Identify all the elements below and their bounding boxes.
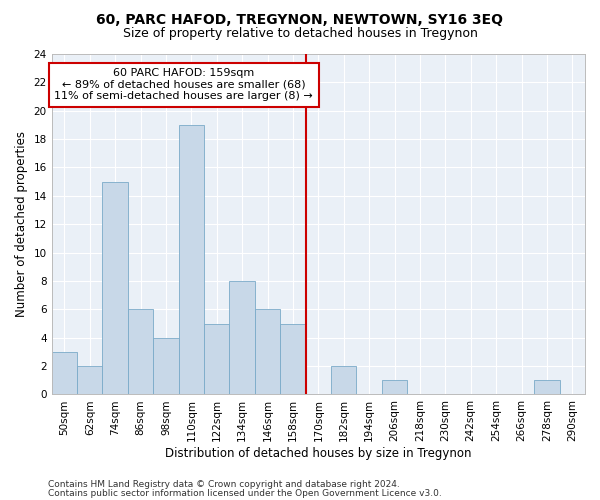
Bar [204, 324, 229, 394]
Bar [153, 338, 179, 394]
Text: Contains HM Land Registry data © Crown copyright and database right 2024.: Contains HM Land Registry data © Crown c… [48, 480, 400, 489]
Bar [280, 324, 305, 394]
Bar [382, 380, 407, 394]
Bar [103, 182, 128, 394]
Bar [77, 366, 103, 394]
Text: 60 PARC HAFOD: 159sqm
← 89% of detached houses are smaller (68)
11% of semi-deta: 60 PARC HAFOD: 159sqm ← 89% of detached … [55, 68, 313, 102]
Text: Contains public sector information licensed under the Open Government Licence v3: Contains public sector information licen… [48, 488, 442, 498]
Bar [179, 125, 204, 394]
Text: Size of property relative to detached houses in Tregynon: Size of property relative to detached ho… [122, 28, 478, 40]
Y-axis label: Number of detached properties: Number of detached properties [15, 131, 28, 317]
Bar [255, 310, 280, 394]
Bar [534, 380, 560, 394]
Bar [52, 352, 77, 395]
Text: 60, PARC HAFOD, TREGYNON, NEWTOWN, SY16 3EQ: 60, PARC HAFOD, TREGYNON, NEWTOWN, SY16 … [97, 12, 503, 26]
Bar [229, 281, 255, 394]
Bar [331, 366, 356, 394]
Bar [128, 310, 153, 394]
X-axis label: Distribution of detached houses by size in Tregynon: Distribution of detached houses by size … [165, 447, 472, 460]
